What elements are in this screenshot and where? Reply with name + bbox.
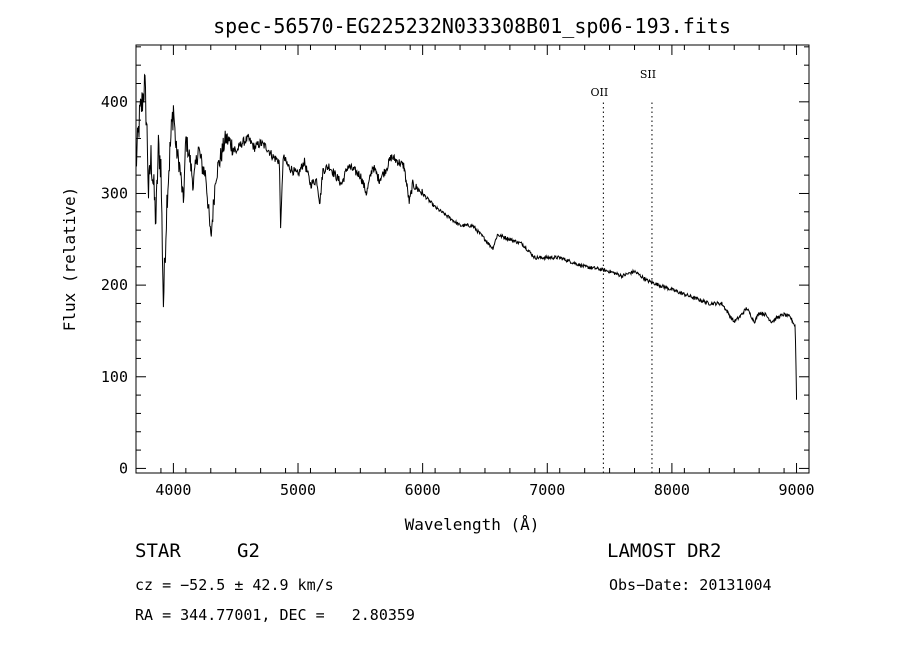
object-type: STAR: [135, 540, 181, 562]
y-tick-label: 100: [101, 368, 128, 386]
x-tick-label: 5000: [280, 481, 316, 499]
object-class: G2: [237, 540, 260, 562]
x-axis-label: Wavelength (Å): [405, 515, 540, 534]
x-tick-label: 8000: [654, 481, 690, 499]
y-tick-label: 300: [101, 184, 128, 202]
x-tick-label: 7000: [529, 481, 565, 499]
x-tick-label: 9000: [778, 481, 814, 499]
y-axis: 0 100 200 300 400: [101, 46, 809, 477]
ra-dec-coordinates: RA = 344.77001, DEC = 2.80359: [135, 606, 415, 624]
redshift-cz: cz = −52.5 ± 42.9 km/s: [135, 576, 334, 594]
y-tick-label: 200: [101, 276, 128, 294]
x-tick-label: 6000: [405, 481, 441, 499]
observation-date: Obs−Date: 20131004: [609, 576, 772, 594]
y-tick-label: 0: [119, 459, 128, 477]
chart-title: spec-56570-EG225232N033308B01_sp06-193.f…: [213, 14, 731, 38]
annotation-label: SII: [640, 68, 656, 81]
y-tick-label: 400: [101, 93, 128, 111]
y-axis-label: Flux (relative): [60, 187, 79, 332]
annotation-lines: OII SII: [591, 68, 656, 473]
survey-name: LAMOST DR2: [607, 540, 722, 562]
plot-frame: [135, 44, 810, 474]
annotation-label: OII: [591, 86, 609, 99]
x-axis: 4000 5000 6000 7000 8000 9000: [135, 45, 815, 499]
x-tick-label: 4000: [155, 481, 191, 499]
flux-series-line: [135, 73, 797, 400]
